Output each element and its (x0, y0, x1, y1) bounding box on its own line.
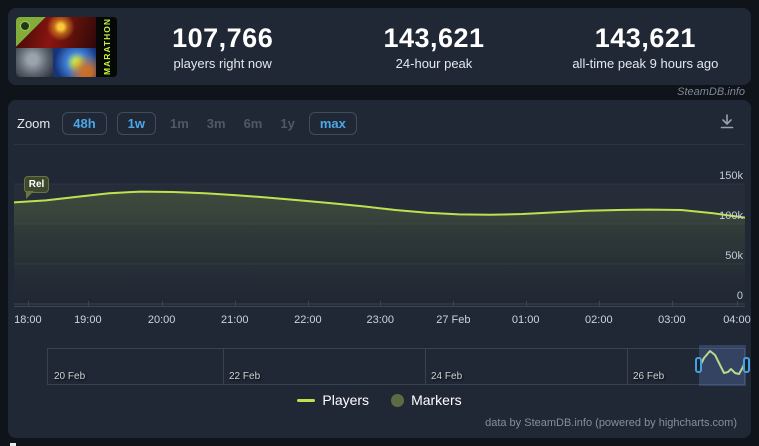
legend-item-markers[interactable]: Markers (391, 392, 462, 408)
stat-24h-peak: 143,621 24-hour peak (328, 23, 539, 71)
y-axis-label-100k: 100k (719, 210, 743, 222)
chart-legend: Players Markers (8, 392, 751, 408)
current-players-label: players right now (173, 55, 272, 71)
zoom-1w-button[interactable]: 1w (116, 112, 156, 135)
zoom-1y-button: 1y (276, 113, 298, 134)
game-title: MARATHON (101, 18, 112, 75)
navigator-left-handle[interactable] (695, 357, 702, 373)
range-navigator[interactable]: 20 Feb 22 Feb 24 Feb 26 Feb (47, 345, 750, 386)
navigator-label-20-Feb: 20 Feb (54, 371, 86, 382)
legend-item-players[interactable]: Players (297, 392, 369, 408)
y-axis-label-50k: 50k (725, 250, 743, 262)
x-axis-tick (87, 301, 89, 307)
players-line-swatch (297, 398, 316, 402)
current-players-value: 107,766 (172, 22, 274, 53)
x-axis-label-21:00: 21:00 (220, 314, 249, 326)
x-axis-tick (27, 301, 29, 307)
game-capsule-image[interactable]: MARATHON (16, 16, 117, 77)
zoom-6m-button: 6m (240, 113, 267, 134)
navigator-label-22-Feb: 22 Feb (229, 371, 261, 382)
ribbon-emblem-icon (20, 20, 30, 31)
navigator-right-handle[interactable] (743, 357, 750, 373)
x-axis-label-02:00: 02:00 (585, 314, 613, 326)
x-axis-tick (525, 301, 527, 307)
x-axis-tick (671, 301, 673, 307)
x-axis-label-27-Feb: 27 Feb (436, 314, 471, 326)
x-axis: 18:00 19:00 20:00 21:00 22:00 23:00 27 Feb 01:0… (14, 301, 751, 332)
navigator-gridline (425, 349, 426, 384)
x-axis-tick (380, 301, 382, 307)
24h-peak-label: 24-hour peak (395, 55, 473, 71)
x-axis-label-20:00: 20:00 (147, 314, 176, 326)
clipped-content (10, 443, 16, 446)
x-axis-tick (234, 301, 236, 307)
toolbar-divider (14, 144, 745, 145)
x-axis-tick (736, 301, 738, 307)
alltime-peak-value: 143,621 (594, 22, 696, 53)
players-area-fill (14, 191, 745, 304)
24h-peak-value: 143,621 (383, 22, 485, 53)
x-axis-label-19:00: 19:00 (74, 314, 102, 326)
x-axis-tick (307, 301, 309, 307)
x-axis-tick (161, 301, 163, 307)
x-axis-tick (598, 301, 600, 307)
players-line (13, 190, 746, 219)
navigator-selection[interactable] (695, 345, 750, 386)
x-axis-label-22:00: 22:00 (294, 314, 322, 326)
x-axis-label-01:00: 01:00 (511, 314, 540, 326)
y-axis-label-0: 0 (736, 290, 743, 302)
navigator-label-26-Feb: 26 Feb (633, 371, 665, 382)
download-icon[interactable] (717, 112, 737, 132)
markers-legend-label: Markers (411, 392, 462, 408)
zoom-3m-button: 3m (203, 113, 230, 134)
players-legend-label: Players (322, 392, 370, 408)
stat-current-players: 107,766 players right now (117, 23, 328, 71)
markers-circle-swatch (391, 393, 405, 407)
release-flag[interactable]: Rel (24, 176, 49, 199)
zoom-48h-button[interactable]: 48h (62, 112, 107, 135)
navigator-gridline (223, 349, 224, 384)
zoom-1m-button: 1m (166, 113, 193, 134)
players-chart-svg (13, 183, 746, 305)
x-axis-label-18:00: 18:00 (14, 314, 42, 326)
corner-ribbon (16, 16, 46, 47)
stat-alltime-peak: 143,621 all-time peak 9 hours ago (540, 23, 751, 71)
player-stats: 107,766 players right now 143,621 24-hou… (117, 23, 751, 71)
alltime-peak-label: all-time peak 9 hours ago (572, 55, 719, 71)
game-title-strip: MARATHON (96, 16, 117, 77)
zoom-label: Zoom (17, 116, 51, 131)
stats-header-panel: MARATHON 107,766 players right now 143,6… (8, 8, 751, 85)
navigator-sparkline (698, 350, 747, 375)
main-chart[interactable]: Rel 150k 100k 50k 0 (13, 154, 746, 306)
navigator-label-24-Feb: 24 Feb (431, 371, 463, 382)
zoom-max-button[interactable]: max (308, 112, 357, 135)
x-axis-label-23:00: 23:00 (366, 314, 394, 326)
chart-credits[interactable]: data by SteamDB.info (powered by highcha… (485, 417, 737, 429)
chart-panel: Zoom 48h 1w 1m 3m 6m 1y max (8, 100, 751, 438)
steamdb-watermark: SteamDB.info (677, 86, 745, 98)
x-axis-label-04:00: 04:00 (723, 314, 751, 326)
y-axis-label-150k: 150k (719, 170, 743, 182)
x-axis-label-03:00: 03:00 (658, 314, 686, 326)
zoom-toolbar: Zoom 48h 1w 1m 3m 6m 1y max (17, 112, 357, 135)
navigator-gridline (627, 349, 628, 384)
x-axis-tick (453, 301, 455, 307)
